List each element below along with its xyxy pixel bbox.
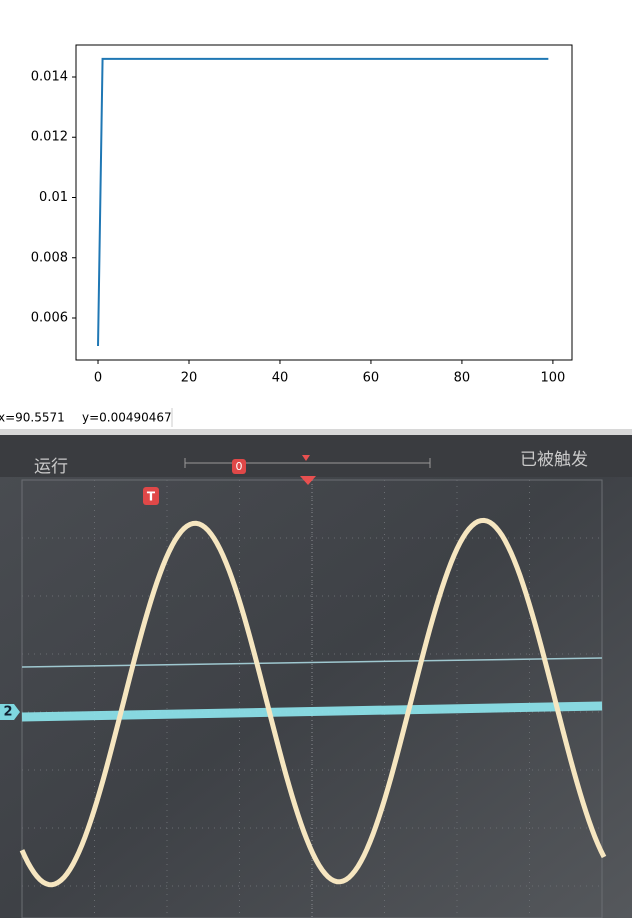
y-tick-label: 0.01 [39, 190, 68, 205]
plot: 0 20 40 60 80 100 0.006 0.008 0.01 0.012 0.014 [31, 57, 565, 386]
y-tick-label: 0.012 [31, 130, 68, 145]
x-tick-label: 60 [363, 371, 380, 386]
trigger-state: 已被触发 [520, 450, 588, 470]
timebase-bar [184, 458, 431, 468]
x-tick-label: 0 [94, 371, 102, 386]
channel2-badge [0, 704, 20, 720]
channel1-trace [19, 517, 607, 888]
x-tick-label: 100 [540, 371, 565, 386]
y-readout: y=0.00490467 [82, 411, 172, 425]
figure-background [0, 0, 632, 405]
x-readout: x=90.5571 [0, 411, 65, 425]
x-tick-label: 80 [454, 371, 471, 386]
trigger-badge [143, 487, 159, 505]
status-bar [0, 405, 632, 429]
oscilloscope-photo: 0 T 运行 已被触发 2 [0, 435, 632, 919]
window-edge [0, 429, 632, 435]
x-tick-label: 40 [272, 371, 289, 386]
scope-background [0, 435, 632, 918]
trigger-arrows [300, 455, 316, 485]
trigger-level-line [21, 657, 603, 668]
run-state: 运行 [34, 457, 68, 477]
channel-marker: 2 [3, 705, 12, 720]
plot-frame [75, 44, 573, 361]
trigger-marker: T [147, 490, 156, 504]
x-tick-label: 20 [181, 371, 198, 386]
position-marker: 0 [236, 460, 243, 473]
y-tick-label: 0.006 [31, 311, 68, 326]
line [97, 57, 549, 347]
y-tick-label: 0.008 [31, 250, 68, 265]
position-badge [232, 459, 246, 474]
scope-header [0, 435, 632, 477]
y-tick-label: 0.014 [31, 69, 68, 84]
